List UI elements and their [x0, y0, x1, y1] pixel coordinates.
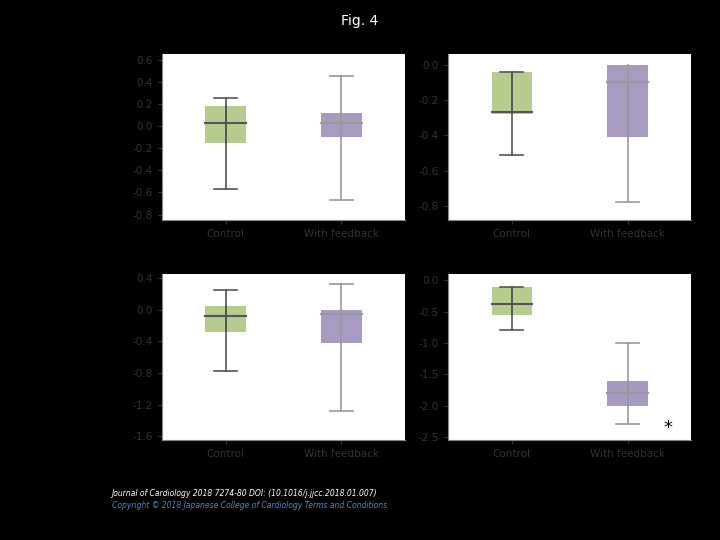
Bar: [205, 306, 246, 332]
Bar: [492, 72, 532, 114]
Bar: [321, 309, 361, 343]
Bar: [607, 381, 648, 406]
Text: Fig. 4: Fig. 4: [341, 14, 379, 28]
Text: *: *: [664, 418, 672, 436]
Text: Δ Mean difference: Δ Mean difference: [162, 42, 264, 52]
Text: Δ Standard deviation: Δ Standard deviation: [448, 42, 566, 52]
Bar: [492, 287, 532, 315]
Text: Copyright © 2018 Japanese College of Cardiology Terms and Conditions: Copyright © 2018 Japanese College of Car…: [112, 501, 387, 510]
Bar: [205, 106, 246, 143]
Bar: [607, 65, 648, 137]
Text: ΔT value: ΔT value: [448, 262, 497, 272]
Bar: [321, 113, 361, 137]
Text: Δ Coefficient of variation (%): Δ Coefficient of variation (%): [162, 262, 323, 272]
Text: Journal of Cardiology 2018 7274-80 DOI: (10.1016/j.jjcc.2018.01.007): Journal of Cardiology 2018 7274-80 DOI: …: [112, 489, 377, 498]
